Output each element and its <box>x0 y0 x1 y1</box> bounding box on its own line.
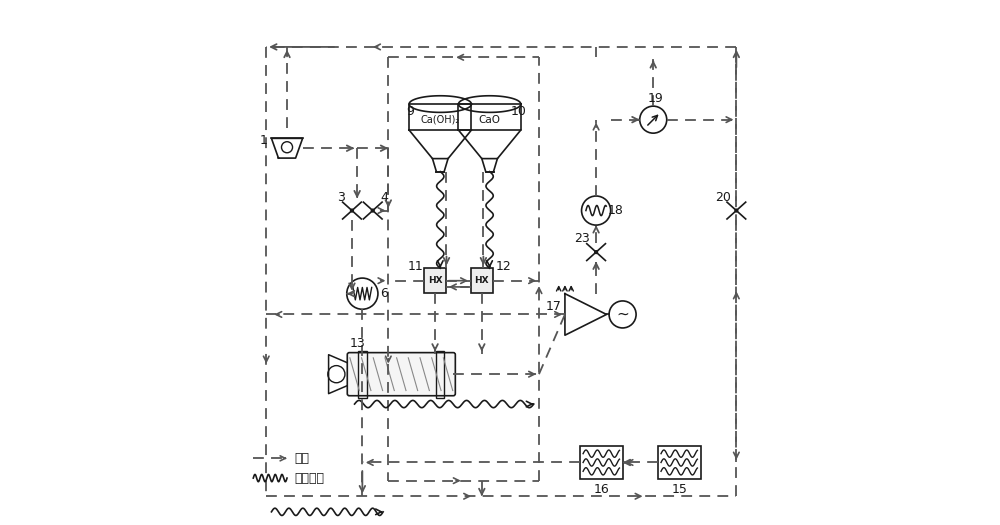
Circle shape <box>371 209 374 212</box>
Text: 1: 1 <box>260 134 268 147</box>
Text: 19: 19 <box>648 92 664 106</box>
Circle shape <box>595 251 597 254</box>
Text: 11: 11 <box>407 260 423 272</box>
Text: CaO: CaO <box>479 114 501 124</box>
Circle shape <box>735 209 738 212</box>
Text: 23: 23 <box>574 232 589 245</box>
Bar <box>471 268 493 293</box>
Bar <box>358 351 367 398</box>
Text: 9: 9 <box>406 106 414 118</box>
Text: 6: 6 <box>380 287 388 300</box>
FancyBboxPatch shape <box>347 353 455 396</box>
Text: HX: HX <box>428 276 442 285</box>
Circle shape <box>351 209 353 212</box>
Text: ~: ~ <box>616 307 629 322</box>
Text: 释能: 释能 <box>295 452 310 465</box>
Bar <box>580 446 623 479</box>
Bar <box>424 268 446 293</box>
Text: Ca(OH)₂: Ca(OH)₂ <box>421 114 460 124</box>
Text: HX: HX <box>475 276 489 285</box>
Bar <box>658 446 701 479</box>
Text: 16: 16 <box>593 483 609 496</box>
Text: 17: 17 <box>546 300 561 313</box>
Text: 20: 20 <box>715 191 731 204</box>
Text: 4: 4 <box>380 191 388 204</box>
Text: 13: 13 <box>349 337 365 350</box>
Text: 螺旋送料: 螺旋送料 <box>295 471 325 485</box>
Text: 12: 12 <box>496 260 512 272</box>
Bar <box>436 351 444 398</box>
Text: 15: 15 <box>671 483 687 496</box>
Text: 10: 10 <box>510 106 526 118</box>
Text: 3: 3 <box>337 191 344 204</box>
Text: 18: 18 <box>608 204 624 217</box>
